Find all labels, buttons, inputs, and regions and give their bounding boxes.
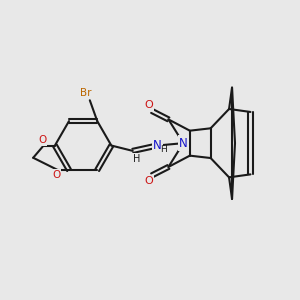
Text: O: O: [38, 135, 46, 145]
Text: Br: Br: [80, 88, 91, 98]
Text: H: H: [160, 145, 167, 154]
Text: N: N: [179, 137, 188, 150]
Text: O: O: [144, 176, 153, 186]
Text: N: N: [153, 139, 161, 152]
Text: H: H: [133, 154, 140, 164]
Text: O: O: [144, 100, 153, 110]
Text: O: O: [52, 170, 60, 180]
